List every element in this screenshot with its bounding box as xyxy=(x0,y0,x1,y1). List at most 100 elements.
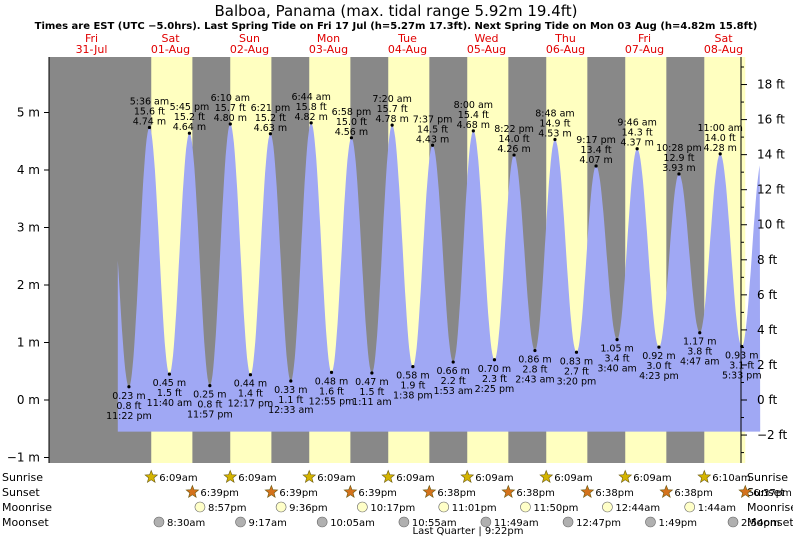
chart-subtitle: Times are EST (UTC −5.0hrs). Last Spring… xyxy=(35,21,758,32)
tide-time-label: 10:28 pm xyxy=(656,143,702,154)
tide-feet-label: 14.3 ft xyxy=(622,128,653,139)
tide-point xyxy=(553,137,557,142)
tide-meter-label: 0.92 m xyxy=(642,351,675,362)
sunset-icon xyxy=(264,484,279,498)
tide-time-label: 11:57 pm xyxy=(187,410,233,421)
tide-feet-label: 15.8 ft xyxy=(296,102,327,113)
tide-meter-label: 4.56 m xyxy=(335,127,368,138)
tide-meter-label: 4.63 m xyxy=(254,123,287,134)
tide-feet-label: 3.8 ft xyxy=(687,347,712,358)
sunrise-icon xyxy=(223,469,238,483)
left-tick-label: 1 m xyxy=(17,336,40,350)
tide-point xyxy=(309,121,313,125)
tide-feet-label: 15.0 ft xyxy=(336,117,367,128)
tide-point xyxy=(512,153,516,157)
tide-time-label: 4:23 pm xyxy=(639,371,679,382)
tide-feet-label: 1.1 ft xyxy=(278,395,303,406)
sunrise-icon xyxy=(381,469,396,483)
tide-time-label: 1:11 am xyxy=(352,397,391,408)
moonrise-row-label-right: Moonrise xyxy=(747,501,793,514)
sunset-time-label: 6:38pm xyxy=(437,488,476,499)
tide-meter-label: 3.93 m xyxy=(662,163,695,174)
tide-feet-label: 2.3 ft xyxy=(482,374,507,385)
right-tick-label: 14 ft xyxy=(757,148,785,162)
moonset-icon xyxy=(480,516,492,528)
sunrise-time-label: 6:09am xyxy=(396,473,434,484)
tide-point xyxy=(329,370,334,374)
moonrise-time-label: 1:44am xyxy=(698,503,736,514)
tide-feet-label: 2.2 ft xyxy=(441,376,466,387)
tide-time-label: 6:58 pm xyxy=(332,107,372,118)
tide-point xyxy=(657,345,661,349)
tide-meter-label: 4.53 m xyxy=(538,129,571,140)
left-tick-label: 3 m xyxy=(17,221,40,235)
day-labels: Fri31-JulSat01-AugSun02-AugMon03-AugTue0… xyxy=(76,32,744,56)
tide-time-label: 3:20 pm xyxy=(557,376,597,387)
sunrise-row-label-left: Sunrise xyxy=(2,471,43,484)
tide-meter-label: 4.07 m xyxy=(579,155,612,166)
sunset-row-label-right: Sunset xyxy=(747,486,785,499)
moonset-icon xyxy=(235,516,246,528)
tide-feet-label: 13.4 ft xyxy=(581,145,612,156)
tide-time-label: 11:00 am xyxy=(697,123,742,134)
tide-feet-label: 14.0 ft xyxy=(499,134,530,145)
tide-point xyxy=(127,385,131,389)
tide-meter-label: 4.64 m xyxy=(173,122,206,133)
right-tick-label: 0 ft xyxy=(757,393,777,407)
tide-point xyxy=(370,371,374,375)
sunset-icon xyxy=(422,484,437,498)
moonrise-icon xyxy=(275,501,287,513)
sunset-time-label: 6:39pm xyxy=(279,488,318,499)
chart-title: Balboa, Panama (max. tidal range 5.92m 1… xyxy=(215,2,578,20)
tide-time-label: 1:53 am xyxy=(433,386,472,397)
tide-point xyxy=(187,131,192,135)
right-tick-label: 2 ft xyxy=(757,358,777,372)
moon-phase-label: Last Quarter | 9:22pm xyxy=(413,526,524,537)
moonset-time-label: 2:54pm xyxy=(741,518,780,529)
tide-point xyxy=(430,143,435,147)
tide-time-label: 8:22 pm xyxy=(494,124,534,135)
right-tick-label: 4 ft xyxy=(757,323,777,337)
tide-point xyxy=(740,344,744,349)
moonrise-icon xyxy=(357,501,368,513)
moonrise-time-label: 12:44am xyxy=(615,503,660,514)
tide-point xyxy=(208,384,212,388)
tide-time-label: 12:17 pm xyxy=(228,399,274,410)
tide-feet-label: 1.6 ft xyxy=(319,386,344,397)
moonset-time-label: 11:49am xyxy=(494,518,539,529)
sunrise-icon xyxy=(460,469,475,483)
tide-time-label: 5:33 pm xyxy=(722,371,762,382)
tide-feet-label: 14.5 ft xyxy=(417,124,448,135)
sunrise-row-label-right: Sunrise xyxy=(747,471,788,484)
tide-feet-label: 0.8 ft xyxy=(197,400,222,411)
left-tick-label: 4 m xyxy=(17,163,40,177)
right-tick-label: 16 ft xyxy=(757,113,785,127)
tide-point xyxy=(289,379,293,383)
moonrise-time-label: 8:57pm xyxy=(208,503,247,514)
moonset-time-label: 10:55am xyxy=(412,518,457,529)
sunset-time-label: 6:38pm xyxy=(595,488,634,499)
tide-meter-label: 0.25 m xyxy=(193,390,226,401)
moonset-time-label: 8:30am xyxy=(167,518,205,529)
left-tick-label: 2 m xyxy=(17,278,40,292)
tide-meter-label: 0.70 m xyxy=(478,364,511,375)
moonrise-icon xyxy=(520,501,531,513)
tide-feet-label: 3.0 ft xyxy=(646,361,671,372)
tide-point xyxy=(451,360,455,364)
tide-time-label: 9:17 pm xyxy=(576,135,616,146)
sunrise-time-label: 6:09am xyxy=(475,473,513,484)
left-tick-label: −1 m xyxy=(7,451,40,465)
left-tick-label: 0 m xyxy=(17,393,40,407)
tide-time-label: 6:44 am xyxy=(291,92,330,103)
tide-feet-label: 3.4 ft xyxy=(605,354,630,365)
tide-point xyxy=(718,152,722,156)
date-label: 06-Aug xyxy=(546,43,585,56)
right-tick-label: 6 ft xyxy=(757,288,777,302)
tide-meter-label: 0.47 m xyxy=(355,377,388,388)
tide-feet-label: 15.2 ft xyxy=(255,113,286,124)
date-label: 07-Aug xyxy=(625,43,664,56)
day-of-week-label: Fri xyxy=(638,32,651,45)
tide-feet-label: 15.6 ft xyxy=(134,106,165,117)
